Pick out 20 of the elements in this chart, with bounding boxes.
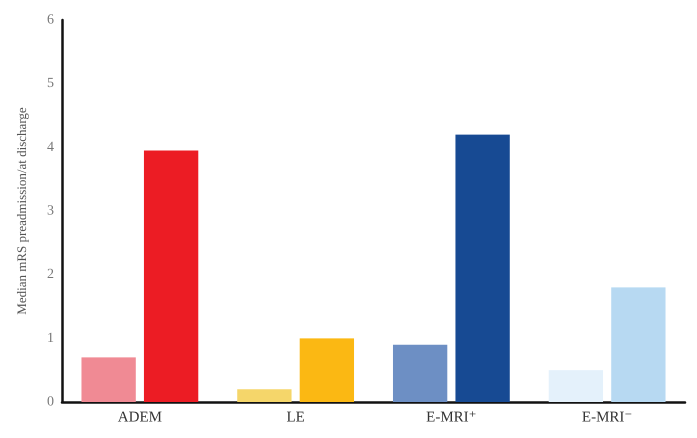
bar xyxy=(237,389,292,402)
bar xyxy=(392,344,448,402)
bar xyxy=(455,134,510,402)
y-tick-label: 0 xyxy=(47,394,54,410)
bar xyxy=(300,338,354,402)
bar xyxy=(81,357,136,402)
y-axis-title: Median mRS preadmission/at discharge xyxy=(14,107,29,315)
x-tick-label: E-MRI⁻ xyxy=(582,410,632,426)
y-tick-label: 4 xyxy=(47,140,54,155)
y-tick-label: 2 xyxy=(47,267,54,282)
x-tick-label: E-MRI⁺ xyxy=(426,410,477,426)
y-tick-label: 6 xyxy=(47,12,54,28)
x-tick-label: LE xyxy=(286,410,305,426)
bar xyxy=(611,287,666,402)
y-tick-label: 3 xyxy=(47,204,54,218)
x-tick-label: ADEM xyxy=(118,410,162,426)
y-tick-label: 1 xyxy=(47,330,54,346)
bar xyxy=(548,370,604,402)
bar xyxy=(144,150,198,402)
y-tick-label: 5 xyxy=(47,76,54,92)
